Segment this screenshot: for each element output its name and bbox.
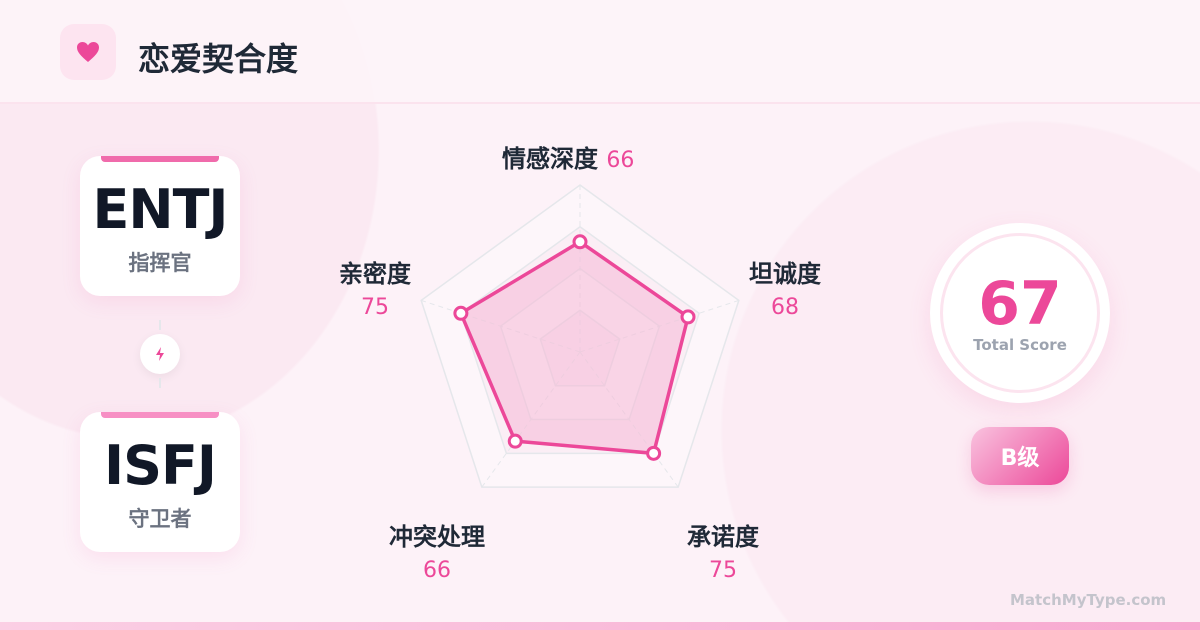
- card-accent-bar: [101, 156, 219, 162]
- bottom-bar: [0, 622, 1200, 630]
- data-point: [572, 234, 588, 250]
- value-label: 75: [361, 295, 389, 320]
- heart-icon: [60, 24, 116, 80]
- data-point: [453, 305, 469, 321]
- axis-label-2: 承诺度 75: [678, 517, 768, 583]
- axis-label-4: 亲密度 75: [330, 254, 420, 320]
- data-point: [646, 445, 662, 461]
- value-label: 66: [606, 148, 635, 173]
- page-title: 恋爱契合度: [138, 40, 299, 78]
- card-accent-bar: [101, 412, 219, 418]
- axis-label-1: 坦诚度 68: [740, 254, 830, 320]
- total-score-badge: 67 Total Score: [930, 223, 1110, 403]
- value-label: 68: [771, 295, 799, 320]
- category-label: 坦诚度: [749, 260, 821, 288]
- value-label: 75: [709, 558, 737, 583]
- total-score-value: 67: [978, 269, 1062, 339]
- axis-label-0: 情感深度 66: [502, 139, 634, 174]
- data-point: [680, 309, 696, 325]
- header: 恋爱契合度: [0, 0, 1200, 104]
- lightning-icon: [140, 334, 180, 374]
- category-label: 承诺度: [687, 523, 759, 551]
- category-label: 亲密度: [339, 260, 411, 288]
- axis-label-3: 冲突处理 66: [377, 517, 497, 583]
- person-b-type: ISFJ: [104, 434, 217, 497]
- grade-badge: B级: [971, 427, 1069, 485]
- person-b-name: 守卫者: [128, 507, 192, 531]
- category-label: 情感深度: [502, 145, 598, 173]
- person-a-card: ENTJ 指挥官: [80, 156, 240, 296]
- connector-line: [159, 378, 161, 388]
- data-point: [507, 433, 523, 449]
- watermark: MatchMyType.com: [1010, 591, 1167, 609]
- person-a-type: ENTJ: [92, 178, 228, 241]
- connector-line: [159, 320, 161, 330]
- person-a-name: 指挥官: [128, 251, 192, 275]
- data-area: [459, 240, 690, 456]
- category-label: 冲突处理: [389, 523, 485, 551]
- total-score-caption: Total Score: [973, 336, 1067, 354]
- person-b-card: ISFJ 守卫者: [80, 412, 240, 552]
- value-label: 66: [423, 558, 451, 583]
